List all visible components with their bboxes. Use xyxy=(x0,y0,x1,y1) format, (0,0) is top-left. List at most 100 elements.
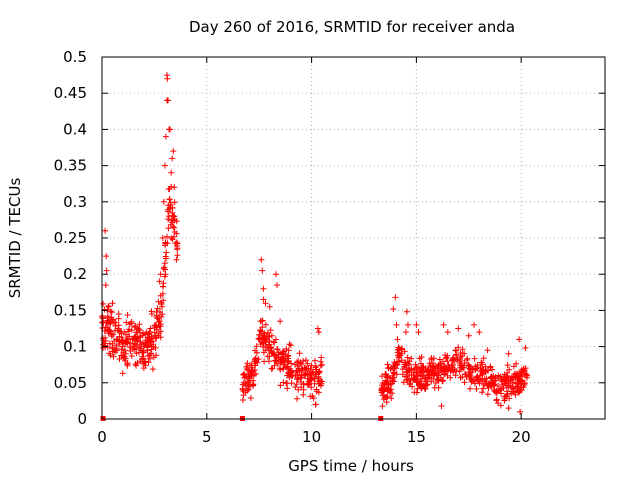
y-tick-label: 0.15 xyxy=(54,301,87,319)
data-point xyxy=(245,386,252,393)
data-point xyxy=(380,396,387,403)
data-point xyxy=(137,345,144,352)
data-point xyxy=(467,364,474,371)
data-point xyxy=(250,381,257,388)
data-point xyxy=(487,364,494,371)
y-tick-label: 0.05 xyxy=(54,374,87,392)
data-point xyxy=(165,97,171,104)
data-point xyxy=(242,389,249,396)
data-point xyxy=(461,350,468,357)
data-point xyxy=(155,330,162,337)
data-point xyxy=(128,320,135,327)
data-point xyxy=(404,354,411,361)
data-point xyxy=(244,366,251,372)
data-point xyxy=(480,355,487,362)
data-point xyxy=(126,321,133,328)
data-point xyxy=(260,296,267,303)
data-point xyxy=(455,344,462,351)
data-point xyxy=(158,299,165,306)
data-point xyxy=(307,366,314,373)
data-point xyxy=(413,389,420,396)
y-axis-label: SRMTID / TECUs xyxy=(6,178,24,299)
data-point xyxy=(288,360,295,367)
data-point xyxy=(122,350,129,357)
data-point xyxy=(438,365,445,372)
data-point xyxy=(274,346,281,353)
data-point xyxy=(456,368,463,375)
data-point xyxy=(173,230,180,237)
data-point xyxy=(316,369,323,375)
data-point xyxy=(522,345,529,351)
data-point xyxy=(296,365,302,372)
data-point xyxy=(459,346,466,353)
data-point xyxy=(280,351,287,358)
data-point xyxy=(493,388,500,395)
data-point xyxy=(453,352,459,359)
data-point xyxy=(522,372,529,378)
data-point xyxy=(390,362,397,369)
data-point xyxy=(298,361,305,368)
data-point xyxy=(511,371,518,378)
data-point xyxy=(164,233,170,240)
data-point xyxy=(498,390,505,397)
data-point xyxy=(380,392,386,399)
x-axis-label: GPS time / hours xyxy=(288,457,414,475)
data-point xyxy=(171,199,178,206)
data-point xyxy=(167,201,174,208)
data-point xyxy=(485,385,492,391)
data-point xyxy=(505,405,512,412)
data-point xyxy=(480,369,487,376)
data-point xyxy=(415,372,422,378)
data-point xyxy=(280,365,287,372)
data-point xyxy=(418,354,425,360)
data-point xyxy=(279,354,285,361)
data-point xyxy=(166,196,173,203)
data-point xyxy=(253,349,260,356)
data-point xyxy=(390,378,397,385)
data-point xyxy=(514,383,521,390)
data-point xyxy=(130,346,136,352)
data-point xyxy=(516,376,523,382)
chart-title: Day 260 of 2016, SRMTID for receiver and… xyxy=(189,18,515,36)
data-point xyxy=(253,358,260,364)
data-point xyxy=(483,378,490,385)
data-point xyxy=(300,358,307,364)
data-point xyxy=(148,343,155,350)
data-point xyxy=(115,311,122,317)
data-point xyxy=(169,209,176,216)
data-point xyxy=(108,309,115,316)
data-point xyxy=(401,361,408,368)
x-tick-label: 20 xyxy=(512,428,531,446)
data-point xyxy=(287,342,294,349)
data-point xyxy=(162,133,169,140)
data-point xyxy=(119,343,126,350)
data-point xyxy=(154,305,161,312)
data-point xyxy=(301,372,308,379)
data-point xyxy=(300,386,307,393)
data-point xyxy=(480,385,487,392)
data-point xyxy=(414,379,421,386)
data-point xyxy=(249,364,256,371)
data-point xyxy=(512,380,519,387)
data-point xyxy=(384,378,391,385)
data-point xyxy=(383,399,390,406)
y-tick-label: 0 xyxy=(77,410,87,428)
data-point xyxy=(311,380,318,387)
data-point xyxy=(259,339,265,346)
data-point xyxy=(149,366,156,373)
data-point xyxy=(523,374,530,381)
data-point xyxy=(164,75,171,82)
y-tick-label: 0.45 xyxy=(54,84,87,102)
data-point xyxy=(509,376,516,383)
data-point xyxy=(513,360,520,367)
grid xyxy=(102,57,605,419)
data-point xyxy=(166,205,173,212)
data-point xyxy=(294,395,300,402)
data-point xyxy=(403,308,410,315)
data-point xyxy=(123,319,130,326)
data-point xyxy=(395,347,402,354)
data-point xyxy=(148,311,155,317)
data-point xyxy=(388,386,394,393)
data-point xyxy=(300,391,307,398)
